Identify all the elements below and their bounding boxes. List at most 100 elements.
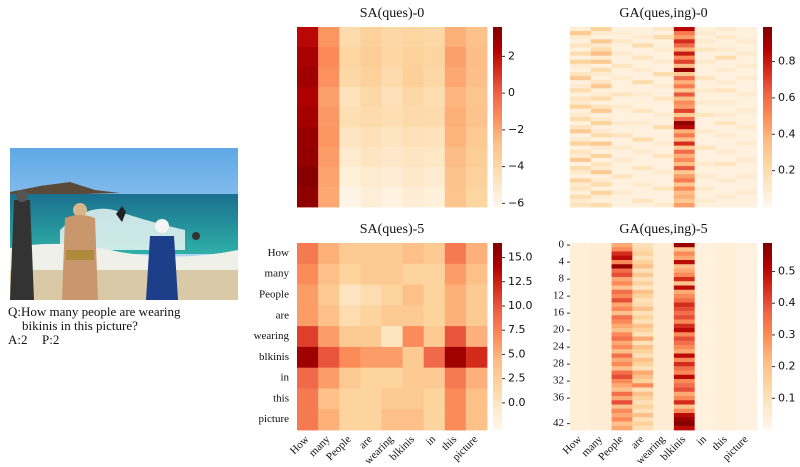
heatmap-cell — [673, 202, 696, 208]
heatmap-cell — [653, 243, 675, 248]
heatmap-cell — [653, 425, 675, 431]
heatmap-cell — [570, 421, 592, 427]
heatmap-cell — [318, 326, 340, 348]
heatmap-cell — [590, 298, 612, 303]
heatmap-cell — [653, 67, 675, 73]
heatmap-cell — [590, 421, 612, 427]
heatmap-cell — [694, 408, 716, 414]
heatmap-cell — [444, 305, 467, 327]
heatmap-cell — [694, 421, 716, 427]
heatmap-cell — [611, 117, 633, 122]
colorbar — [493, 27, 502, 207]
y-tick-label: 42 — [553, 417, 564, 429]
heatmap-cell — [381, 67, 403, 88]
heatmap-cell — [632, 100, 654, 106]
heatmap-cell — [715, 145, 737, 151]
heatmap-cell — [590, 400, 612, 405]
heatmap-cell — [673, 92, 696, 97]
heatmap-cell — [570, 27, 592, 32]
heatmap-cell — [590, 379, 612, 384]
heatmap-cell — [673, 277, 696, 282]
heatmap-cell — [590, 92, 612, 97]
heatmap-cell — [673, 294, 696, 299]
heatmap-cell — [360, 409, 382, 431]
heatmap-cell — [611, 289, 633, 295]
heatmap-cell — [694, 281, 716, 286]
heatmap-cell — [570, 340, 592, 346]
heatmap-cell — [590, 357, 612, 363]
heatmap-cell — [611, 35, 633, 40]
heatmap-cell — [570, 417, 592, 422]
heatmap-cell — [590, 349, 612, 354]
heatmap-cell — [694, 194, 716, 200]
heatmap-cell — [736, 370, 758, 376]
heatmap-cell — [590, 108, 612, 114]
heatmap-cell — [402, 243, 425, 265]
heatmap-cell — [694, 391, 716, 397]
heatmap-cell — [611, 51, 633, 57]
heatmap-cell — [694, 80, 716, 85]
heatmap-cell — [632, 194, 654, 200]
heatmap-cell — [611, 370, 633, 376]
heatmap-cell — [653, 251, 675, 257]
heatmap-cell — [694, 72, 716, 77]
heatmap-cell — [715, 400, 737, 405]
heatmap-cell — [611, 328, 633, 333]
heatmap-cell — [694, 47, 716, 52]
heatmap-cell — [715, 141, 737, 147]
y-tick-label: 16 — [553, 307, 565, 319]
heatmap-cell — [611, 277, 633, 282]
heatmap-cell — [570, 80, 592, 85]
heatmap-cell — [673, 67, 696, 73]
heatmap-cell — [653, 194, 675, 200]
colorbar-tick-label: 0.2 — [778, 164, 796, 177]
heatmap-cell — [318, 409, 340, 431]
heatmap-cell — [590, 289, 612, 295]
heatmap-cell — [339, 326, 361, 348]
heatmap-cell — [653, 162, 675, 167]
colorbar-tick-label: 0.4 — [778, 127, 796, 140]
heatmap-cell — [736, 319, 758, 325]
heatmap-cell — [632, 340, 654, 346]
heatmap-cell — [715, 272, 737, 278]
heatmap-cell — [318, 367, 340, 389]
heatmap-cell — [444, 187, 467, 208]
heatmap-cell — [570, 198, 592, 204]
heatmap-cell — [402, 187, 425, 208]
heatmap-cell — [590, 178, 612, 183]
heatmap-cell — [318, 284, 340, 306]
heatmap-cell — [632, 387, 654, 393]
heatmap-cell — [590, 137, 612, 142]
heatmap-cell — [653, 63, 675, 69]
heatmap-cell — [570, 315, 592, 320]
heatmap-cell — [611, 125, 633, 130]
heatmap-cell — [611, 145, 633, 151]
heatmap-cell — [402, 147, 425, 168]
heatmap-cell — [632, 112, 654, 118]
heatmap-cell — [632, 421, 654, 427]
heatmap-cell — [590, 166, 612, 171]
heatmap-cell — [611, 178, 633, 183]
heatmap-cell — [611, 88, 633, 93]
heatmap-cell — [736, 104, 758, 110]
heatmap-cell — [318, 127, 340, 148]
heatmap-cell — [736, 170, 758, 175]
y-tick-label: in — [280, 372, 289, 384]
heatmap-cell — [590, 362, 612, 367]
heatmap-cell — [423, 305, 446, 327]
heatmap-cell — [632, 260, 654, 265]
heatmap-cell — [318, 47, 340, 68]
heatmap-cell — [381, 326, 403, 348]
heatmap-cell — [653, 404, 675, 410]
heatmap-cell — [653, 400, 675, 405]
heatmap-cell — [402, 305, 425, 327]
heatmap-cell — [694, 182, 716, 187]
heatmap-cell — [694, 100, 716, 106]
heatmap-cell — [653, 202, 675, 208]
heatmap-cell — [653, 125, 675, 130]
heatmap-cell — [570, 170, 592, 175]
heatmap-cell — [715, 166, 737, 171]
heatmap-cell — [715, 80, 737, 85]
heatmap-cell — [736, 51, 758, 57]
heatmap-cell — [402, 346, 425, 369]
